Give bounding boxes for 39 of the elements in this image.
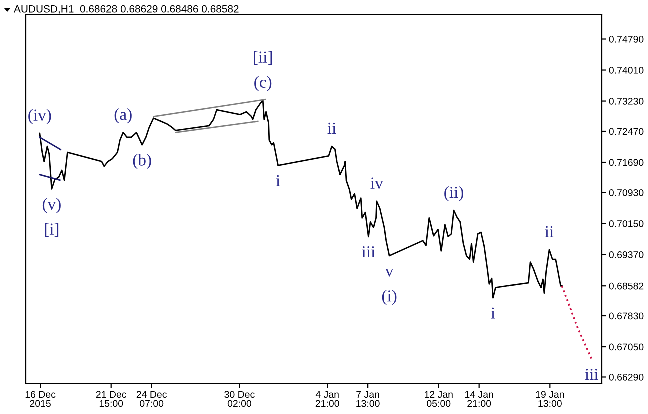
chart-title: AUDUSD,H1 0.68628 0.68629 0.68486 0.68582 — [14, 5, 239, 14]
annotation: (a) — [114, 108, 132, 124]
y-tick-label: 0.69370 — [609, 252, 644, 258]
annotation: iii — [362, 246, 376, 258]
x-tick-label: 16 Dec 2015 — [26, 391, 56, 408]
annotation: (ii) — [444, 186, 464, 202]
y-tick-label: 0.71690 — [609, 159, 644, 166]
annotation: (v) — [42, 198, 61, 214]
x-tick-label: 12 Jan 05:00 — [425, 391, 453, 408]
annotation: i — [276, 175, 280, 186]
x-tick-label: 24 Dec 07:00 — [136, 391, 167, 408]
y-tick-label: 0.70150 — [609, 220, 644, 228]
y-tick-label: 0.72470 — [609, 128, 644, 136]
x-tick-label: 7 Jan 13:00 — [356, 391, 380, 408]
annotation: v — [385, 268, 394, 277]
y-tick-label: 0.67050 — [609, 344, 644, 351]
annotation: i — [491, 308, 496, 319]
annotation: ii — [545, 226, 554, 238]
annotation: (c) — [254, 76, 272, 92]
x-tick-label: 21 Dec 15:00 — [96, 391, 127, 408]
x-tick-label: 14 Jan 21:00 — [465, 391, 494, 408]
x-tick-label: 19 Jan 13:00 — [536, 391, 564, 408]
annotation: iv — [370, 178, 384, 189]
annotation: ii — [328, 122, 336, 134]
annotation: (iv) — [28, 109, 52, 124]
y-tick-label: 0.67830 — [609, 312, 644, 320]
y-tick-label: 0.74790 — [609, 36, 644, 43]
annotation: (i) — [382, 290, 397, 306]
annotation: (b) — [133, 154, 152, 170]
y-tick-label: 0.68582 — [609, 282, 644, 290]
y-tick-label: 0.73230 — [609, 98, 644, 105]
annotation: iii — [585, 368, 599, 380]
annotation: [i] — [45, 223, 59, 238]
y-tick-label: 0.66290 — [609, 374, 644, 381]
x-tick-label: 4 Jan 21:00 — [316, 391, 340, 408]
annotation: [ii] — [254, 51, 272, 66]
y-tick-label: 0.74010 — [609, 67, 644, 74]
x-tick-label: 30 Dec 02:00 — [224, 391, 255, 408]
y-tick-label: 0.70930 — [609, 189, 644, 196]
